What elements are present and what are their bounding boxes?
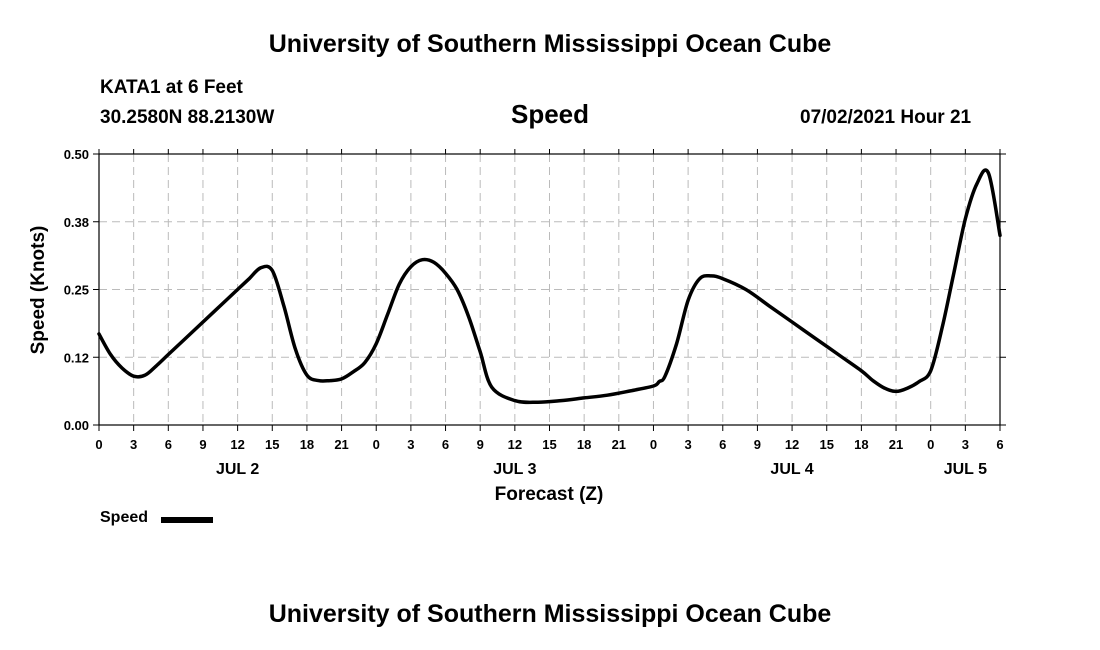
x-tick-label: 6 xyxy=(719,437,726,452)
x-tick-label: 15 xyxy=(542,437,556,452)
y-tick-label: 0.12 xyxy=(64,350,89,365)
day-label: JUL 2 xyxy=(216,461,259,478)
x-tick-label: 15 xyxy=(819,437,833,452)
legend-swatch xyxy=(161,517,213,523)
station-label: KATA1 at 6 Feet xyxy=(100,77,243,98)
legend-label: Speed xyxy=(100,509,149,526)
x-tick-label: 6 xyxy=(442,437,449,452)
x-tick-label: 0 xyxy=(650,437,657,452)
header-title: University of Southern Mississippi Ocean… xyxy=(268,30,832,58)
timestamp-label: 07/02/2021 Hour 21 xyxy=(800,107,972,128)
y-tick-label: 0.00 xyxy=(64,418,89,433)
x-tick-label: 18 xyxy=(854,437,868,452)
x-tick-label: 3 xyxy=(684,437,691,452)
y-tick-label: 0.50 xyxy=(64,147,89,162)
y-tick-label: 0.38 xyxy=(64,215,89,230)
x-tick-label: 9 xyxy=(754,437,761,452)
axis-ticks xyxy=(93,149,1006,431)
x-tick-label: 15 xyxy=(265,437,279,452)
footer-title: University of Southern Mississippi Ocean… xyxy=(268,600,832,628)
x-tick-label: 21 xyxy=(612,437,626,452)
x-tick-label: 3 xyxy=(962,437,969,452)
y-tick-labels: 0.00 0.12 0.25 0.38 0.50 xyxy=(64,147,89,433)
chart-gridlines xyxy=(99,154,1000,425)
x-tick-label: 6 xyxy=(165,437,172,452)
x-tick-label: 9 xyxy=(199,437,206,452)
chart-title: Speed xyxy=(510,99,590,129)
day-label: JUL 5 xyxy=(944,461,987,478)
x-tick-label: 18 xyxy=(300,437,314,452)
y-axis-label: Speed (Knots) xyxy=(28,226,49,355)
x-tick-label: 12 xyxy=(785,437,799,452)
x-tick-label: 21 xyxy=(334,437,348,452)
x-tick-label: 12 xyxy=(230,437,244,452)
coordinates-label: 30.2580N 88.2130W xyxy=(100,107,275,128)
x-tick-label: 12 xyxy=(508,437,522,452)
x-tick-label: 3 xyxy=(130,437,137,452)
x-tick-label: 0 xyxy=(927,437,934,452)
x-tick-label: 21 xyxy=(889,437,903,452)
day-label: JUL 3 xyxy=(493,461,536,478)
x-tick-label: 18 xyxy=(577,437,591,452)
x-tick-labels: 0 3 6 9 12 15 18 21 0 3 6 9 12 15 18 21 0 3 6 9 12 15 18 21 0 3 6 xyxy=(95,437,1003,452)
x-tick-label: 6 xyxy=(996,437,1003,452)
x-tick-label: 0 xyxy=(95,437,102,452)
day-labels: JUL 2 JUL 3 JUL 4 JUL 5 xyxy=(216,461,987,478)
speed-series-line xyxy=(97,168,1002,405)
x-axis-label: Forecast (Z) xyxy=(495,484,604,505)
x-tick-label: 3 xyxy=(407,437,414,452)
day-label: JUL 4 xyxy=(770,461,813,478)
y-tick-label: 0.25 xyxy=(64,283,89,298)
x-tick-label: 9 xyxy=(477,437,484,452)
x-tick-label: 0 xyxy=(373,437,380,452)
